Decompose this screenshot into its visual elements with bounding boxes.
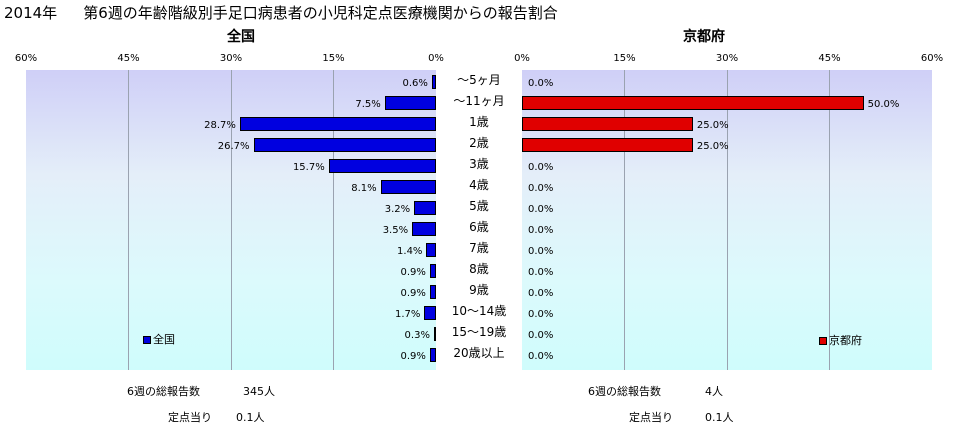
right-value-label: 0.0%	[528, 77, 554, 89]
left-value-label: 3.5%	[382, 224, 409, 236]
left-tick-label: 60%	[14, 53, 38, 64]
category-label: 8歳	[469, 262, 489, 276]
category-label: 20歳以上	[453, 346, 505, 360]
right-bar	[522, 116, 693, 131]
right-panel-title: 京都府	[683, 29, 725, 45]
legend-label-nation: 全国	[153, 333, 175, 346]
right-bar	[522, 137, 693, 152]
right-tick-label: 0%	[514, 53, 530, 64]
left-panel-title: 全国	[227, 29, 255, 45]
right-value-label: 0.0%	[528, 287, 554, 299]
left-value-label: 0.9%	[400, 266, 426, 278]
category-label: 3歳	[469, 157, 489, 171]
category-label: 4歳	[469, 178, 489, 192]
left-value-label: 1.7%	[394, 308, 421, 320]
footer-right-per-value: 0.1人	[705, 411, 734, 424]
right-value-label: 0.0%	[528, 350, 554, 362]
left-value-label: 28.7%	[204, 119, 236, 131]
left-tick-label: 15%	[322, 53, 345, 64]
right-value-label: 25.0%	[696, 140, 729, 152]
left-bar	[384, 95, 436, 110]
left-bar	[426, 242, 436, 257]
left-value-label: 26.7%	[217, 140, 250, 152]
left-tick-label: 45%	[117, 53, 140, 64]
category-label: 9歳	[469, 283, 489, 297]
footer-right-total-value: 4人	[705, 385, 723, 398]
right-plot-area: 0.0% 50.0% 25.0% 25.0% 0.0% 0.0% 0.0% 0.0% 0.0% 0…	[522, 70, 932, 370]
category-label: 2歳	[469, 136, 489, 150]
footer-right-per-label: 定点当り	[629, 411, 673, 424]
right-value-label: 0.0%	[528, 161, 554, 173]
category-label: 6歳	[469, 220, 489, 234]
left-bar	[429, 263, 436, 278]
left-value-label: 3.2%	[384, 203, 411, 215]
left-bar	[431, 74, 436, 89]
right-gridline	[624, 70, 625, 370]
legend-swatch-kyoto	[819, 337, 827, 345]
left-value-label: 8.1%	[351, 182, 377, 194]
left-bar	[253, 137, 436, 152]
left-bar	[239, 116, 436, 131]
left-bar	[433, 326, 436, 341]
page-title: 2014年 第6週の年齢階級別手足口病患者の小児科定点医療機関からの報告割合	[4, 2, 558, 23]
right-value-label: 0.0%	[528, 329, 554, 341]
right-legend: 京都府	[819, 334, 862, 348]
right-gridline	[829, 70, 830, 370]
footer-left-total-value: 345人	[243, 385, 275, 398]
left-bar	[414, 200, 436, 215]
left-gridline	[333, 70, 334, 370]
left-bar	[412, 221, 436, 236]
footer-right-total-label: 6週の総報告数	[588, 385, 661, 398]
right-value-label: 0.0%	[528, 203, 554, 215]
title-text: 第6週の年齢階級別手足口病患者の小児科定点医療機関からの報告割合	[83, 4, 558, 22]
footer-left-total-label: 6週の総報告数	[127, 385, 200, 398]
right-value-label: 50.0%	[867, 98, 900, 110]
left-tick-label: 0%	[428, 53, 444, 64]
footer-left-per-label: 定点当り	[168, 411, 212, 424]
left-bar	[429, 284, 436, 299]
year-label: 2014年	[4, 4, 58, 22]
left-value-label: 0.9%	[400, 350, 426, 362]
left-value-label: 0.3%	[404, 329, 430, 341]
legend-swatch-nation	[143, 336, 151, 344]
left-bar	[424, 305, 436, 320]
right-value-label: 0.0%	[528, 182, 554, 194]
left-tick-label: 30%	[219, 53, 243, 64]
left-bar	[380, 179, 436, 194]
right-value-label: 0.0%	[528, 308, 554, 320]
right-value-label: 0.0%	[528, 266, 554, 278]
category-label: 1歳	[469, 115, 489, 129]
left-value-label: 1.4%	[397, 245, 423, 257]
left-value-label: 15.7%	[292, 161, 325, 173]
left-legend: 全国	[143, 333, 175, 347]
left-value-label: 0.9%	[400, 287, 426, 299]
left-gridline	[230, 70, 232, 370]
category-label: ～5ヶ月	[457, 73, 501, 87]
legend-label-kyoto: 京都府	[829, 334, 862, 347]
left-value-label: 0.6%	[402, 77, 428, 89]
footer-left-per-value: 0.1人	[236, 411, 265, 424]
left-value-label: 7.5%	[355, 98, 381, 110]
category-label: ～11ヶ月	[453, 94, 505, 108]
category-label: 10～14歳	[451, 304, 507, 318]
right-tick-label: 45%	[818, 53, 841, 64]
right-value-label: 25.0%	[696, 119, 729, 131]
right-tick-label: 30%	[715, 53, 739, 64]
right-value-label: 0.0%	[528, 224, 554, 236]
category-label: 5歳	[469, 199, 489, 213]
left-gridline	[128, 70, 129, 370]
left-bar	[328, 158, 436, 173]
category-label: 15～19歳	[451, 325, 507, 339]
right-tick-label: 15%	[613, 53, 636, 64]
category-label: 7歳	[469, 241, 489, 255]
right-bar	[522, 95, 864, 110]
right-value-label: 0.0%	[528, 245, 554, 257]
right-tick-label: 60%	[920, 53, 944, 64]
right-gridline	[726, 70, 728, 370]
left-plot-area: 0.6% 7.5% 28.7% 26.7% 15.7% 8.1% 3.2% 3.5% 1.4% 0…	[26, 70, 436, 370]
left-bar	[429, 347, 436, 362]
